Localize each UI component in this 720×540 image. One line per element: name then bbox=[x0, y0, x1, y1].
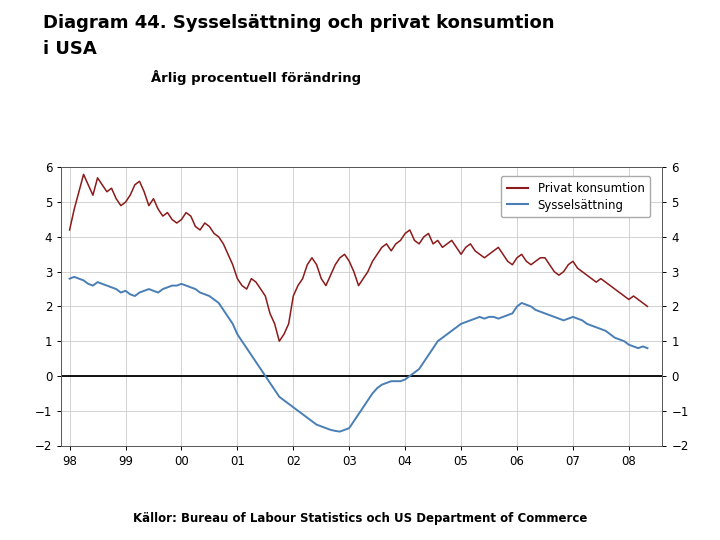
Text: Årlig procentuell förändring: Årlig procentuell förändring bbox=[150, 70, 361, 85]
Text: SVERIGES
RIKSBANK: SVERIGES RIKSBANK bbox=[646, 52, 685, 65]
Text: Källor: Bureau of Labour Statistics och US Department of Commerce: Källor: Bureau of Labour Statistics och … bbox=[132, 512, 588, 525]
Text: i USA: i USA bbox=[43, 40, 97, 58]
Legend: Privat konsumtion, Sysselsättning: Privat konsumtion, Sysselsättning bbox=[501, 176, 650, 218]
Text: Diagram 44. Sysselsättning och privat konsumtion: Diagram 44. Sysselsättning och privat ko… bbox=[43, 14, 554, 31]
